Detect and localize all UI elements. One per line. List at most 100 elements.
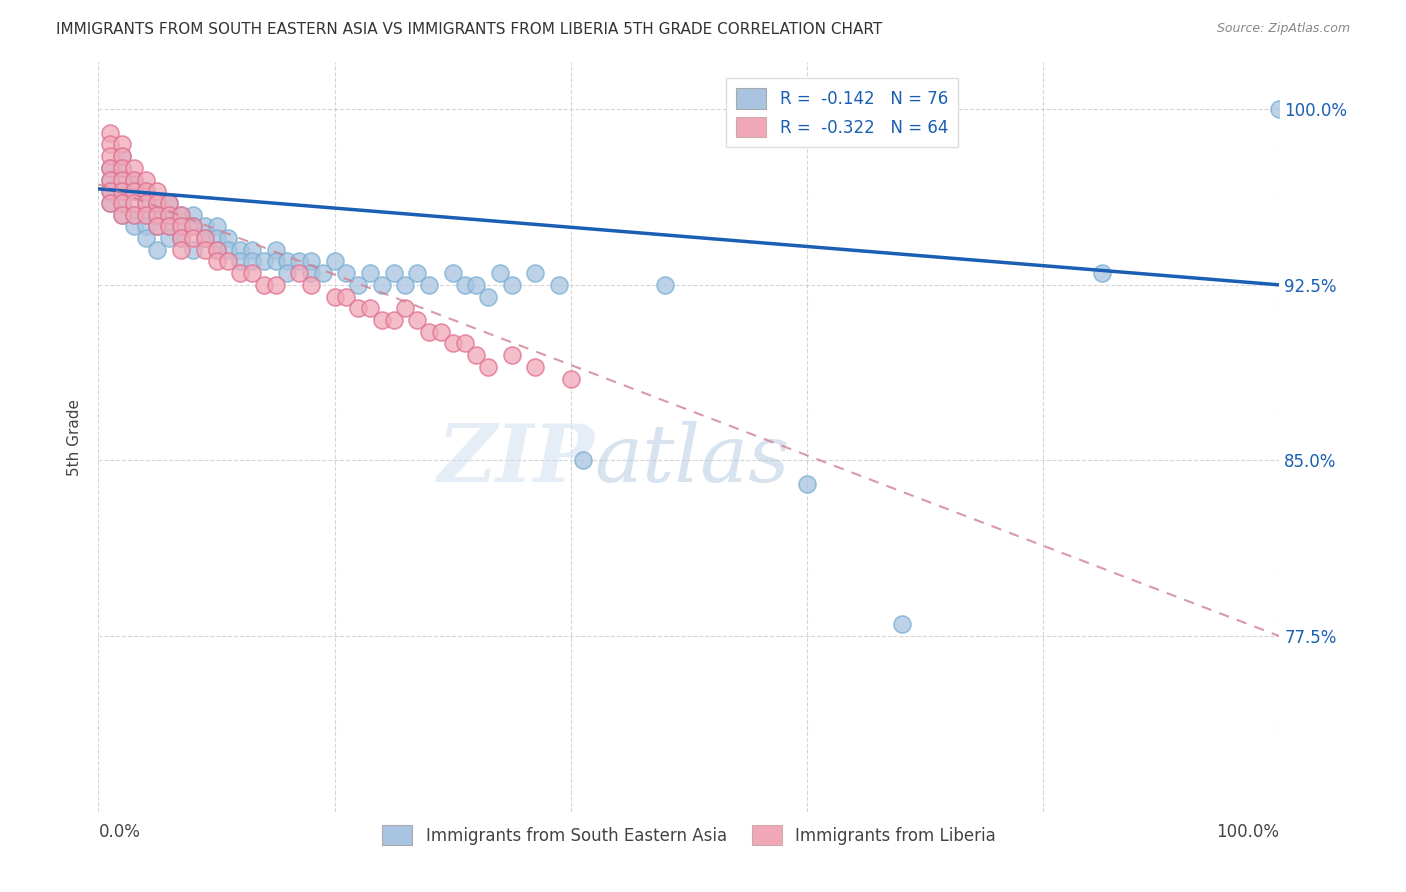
Point (335, 289, 357, 303)
Point (229, 254, 252, 268)
Point (229, 266, 252, 280)
Point (135, 196, 157, 211)
Point (560, 371, 582, 385)
Point (465, 348, 488, 362)
Point (288, 254, 311, 268)
Point (548, 277, 571, 292)
Point (205, 243, 228, 257)
Text: Source: ZipAtlas.com: Source: ZipAtlas.com (1216, 22, 1350, 36)
Point (441, 336, 464, 351)
Point (98, 161, 121, 175)
Point (299, 277, 322, 292)
Point (170, 219, 193, 234)
Point (146, 219, 169, 234)
Point (276, 254, 298, 268)
Point (170, 231, 193, 245)
Point (111, 161, 134, 175)
Point (288, 266, 311, 280)
Point (122, 219, 145, 234)
Point (501, 277, 523, 292)
Point (111, 172, 134, 186)
Point (122, 161, 145, 175)
Point (98, 196, 121, 211)
Point (205, 243, 228, 257)
Point (264, 277, 287, 292)
Point (217, 254, 239, 268)
Point (170, 219, 193, 234)
Point (98, 184, 121, 198)
Point (135, 184, 157, 198)
Point (135, 208, 157, 222)
Point (111, 196, 134, 211)
Point (430, 325, 453, 339)
Point (111, 208, 134, 222)
Point (157, 208, 180, 222)
Point (418, 277, 440, 292)
Point (371, 277, 394, 292)
Point (135, 231, 157, 245)
Y-axis label: 5th Grade: 5th Grade (66, 399, 82, 475)
Text: IMMIGRANTS FROM SOUTH EASTERN ASIA VS IMMIGRANTS FROM LIBERIA 5TH GRADE CORRELAT: IMMIGRANTS FROM SOUTH EASTERN ASIA VS IM… (56, 22, 883, 37)
Point (312, 266, 335, 280)
Point (181, 219, 204, 234)
Point (111, 161, 134, 175)
Point (111, 149, 134, 163)
Point (453, 277, 475, 292)
Text: atlas: atlas (595, 421, 790, 499)
Text: 0.0%: 0.0% (98, 823, 141, 841)
Point (170, 208, 193, 222)
Point (135, 172, 157, 186)
Point (181, 208, 204, 222)
Point (157, 219, 180, 234)
Point (146, 243, 169, 257)
Point (477, 359, 499, 374)
Point (465, 277, 488, 292)
Point (418, 325, 440, 339)
Point (111, 137, 134, 152)
Point (240, 266, 263, 280)
Point (146, 184, 169, 198)
Point (382, 313, 405, 327)
Point (217, 231, 239, 245)
Point (501, 348, 523, 362)
Point (359, 266, 381, 280)
Point (371, 313, 394, 327)
Point (1091, 266, 1114, 280)
Point (98, 184, 121, 198)
Point (654, 277, 676, 292)
Point (253, 254, 276, 268)
Point (122, 196, 145, 211)
Point (406, 266, 429, 280)
Point (194, 231, 217, 245)
Point (394, 301, 416, 316)
Point (122, 184, 145, 198)
Point (359, 301, 381, 316)
Legend: Immigrants from South Eastern Asia, Immigrants from Liberia: Immigrants from South Eastern Asia, Immi… (375, 819, 1002, 852)
Point (240, 243, 263, 257)
Point (98, 172, 121, 186)
Point (890, 617, 912, 632)
Point (146, 196, 169, 211)
Point (98, 137, 121, 152)
Point (240, 254, 263, 268)
Point (122, 208, 145, 222)
Point (477, 289, 499, 303)
Point (157, 231, 180, 245)
Point (135, 219, 157, 234)
Point (335, 266, 357, 280)
Point (264, 254, 287, 268)
Point (122, 208, 145, 222)
Point (146, 196, 169, 211)
Point (194, 231, 217, 245)
Point (194, 243, 217, 257)
Point (323, 289, 346, 303)
Point (394, 277, 416, 292)
Point (524, 266, 547, 280)
Point (299, 254, 322, 268)
Point (111, 196, 134, 211)
Point (122, 172, 145, 186)
Point (347, 277, 370, 292)
Point (299, 266, 322, 280)
Point (98, 149, 121, 163)
Point (170, 208, 193, 222)
